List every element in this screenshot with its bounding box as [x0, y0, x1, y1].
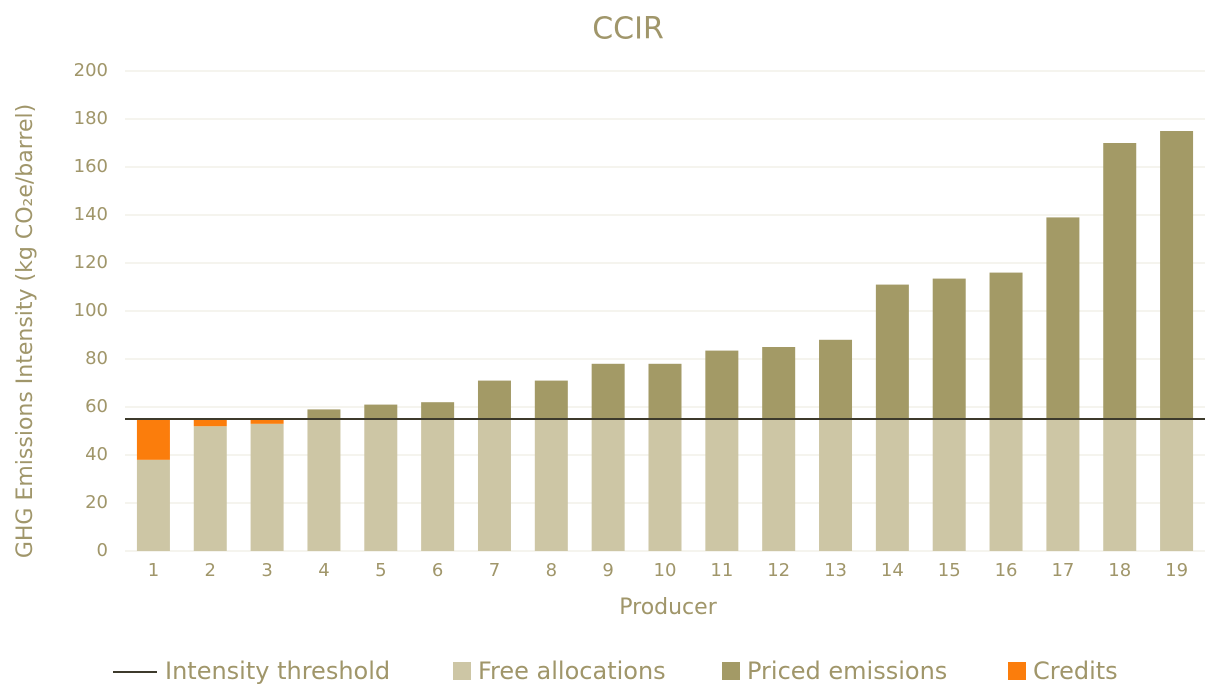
legend-label: Free allocations [478, 657, 666, 685]
bar-segment [1046, 217, 1080, 419]
bar-segment [421, 419, 455, 551]
bar-segment [477, 419, 511, 551]
bar-segment [193, 426, 227, 551]
bar-segment [421, 402, 455, 419]
bar-segment [1103, 419, 1137, 551]
bar-segment [819, 419, 853, 551]
bar-segment [1160, 419, 1194, 551]
bar-segment [1160, 131, 1194, 419]
bar-segment [762, 419, 796, 551]
x-tick-label: 11 [710, 560, 733, 581]
bar-segment [364, 419, 398, 551]
y-tick-label: 40 [85, 444, 108, 465]
bar-segment [1103, 143, 1137, 419]
legend-swatch [722, 662, 740, 680]
bar-segment [193, 419, 227, 427]
bar-segment [932, 419, 966, 551]
x-tick-label: 19 [1165, 560, 1188, 581]
chart-title: CCIR [592, 12, 664, 47]
x-tick-label: 9 [602, 560, 613, 581]
bar-segment [648, 419, 682, 551]
x-tick-label: 15 [938, 560, 961, 581]
y-tick-label: 0 [97, 540, 108, 561]
bar-segment [534, 380, 568, 419]
x-tick-label: 7 [489, 560, 500, 581]
bar-segment [591, 363, 625, 419]
bar-segment [307, 419, 341, 551]
x-tick-label: 13 [824, 560, 847, 581]
bar-segment [932, 278, 966, 419]
x-tick-label: 12 [767, 560, 790, 581]
bar-segment [762, 347, 796, 419]
bar-segment [307, 409, 341, 419]
bar-segment [648, 363, 682, 419]
y-tick-label: 200 [74, 60, 108, 81]
bar-segment [534, 419, 568, 551]
bar-segment [819, 339, 853, 419]
bar-segment [136, 459, 170, 551]
bar-segment [989, 419, 1023, 551]
bar-segment [1046, 419, 1080, 551]
y-tick-label: 160 [74, 156, 108, 177]
bar-segment [136, 419, 170, 460]
x-tick-label: 6 [432, 560, 443, 581]
y-axis-label: GHG Emissions Intensity (kg CO₂e/barrel) [13, 104, 38, 558]
y-tick-label: 180 [74, 108, 108, 129]
x-tick-label: 8 [546, 560, 557, 581]
x-tick-label: 18 [1108, 560, 1131, 581]
bar-segment [250, 419, 284, 424]
bar-segment [705, 350, 739, 419]
bar-segment [250, 423, 284, 551]
y-tick-label: 120 [74, 252, 108, 273]
x-axis-label: Producer [619, 595, 717, 620]
bar-segment [477, 380, 511, 419]
bar-segment [875, 419, 909, 551]
legend-swatch [453, 662, 471, 680]
legend-label: Priced emissions [747, 657, 947, 685]
x-tick-label: 14 [881, 560, 904, 581]
y-tick-label: 60 [85, 396, 108, 417]
bar-segment [875, 284, 909, 419]
x-tick-label: 4 [318, 560, 329, 581]
x-tick-label: 5 [375, 560, 386, 581]
y-tick-label: 100 [74, 300, 108, 321]
bar-segment [989, 272, 1023, 419]
y-tick-label: 20 [85, 492, 108, 513]
legend-swatch [1008, 662, 1026, 680]
x-tick-label: 10 [654, 560, 677, 581]
x-tick-label: 2 [205, 560, 216, 581]
x-tick-label: 3 [261, 560, 272, 581]
legend-label: Credits [1033, 657, 1118, 685]
x-tick-label: 17 [1051, 560, 1074, 581]
y-tick-label: 140 [74, 204, 108, 225]
x-tick-label: 1 [148, 560, 159, 581]
y-tick-label: 80 [85, 348, 108, 369]
legend-label: Intensity threshold [165, 657, 390, 685]
x-tick-label: 16 [995, 560, 1018, 581]
bar-segment [364, 404, 398, 419]
bar-segment [591, 419, 625, 551]
bar-segment [705, 419, 739, 551]
